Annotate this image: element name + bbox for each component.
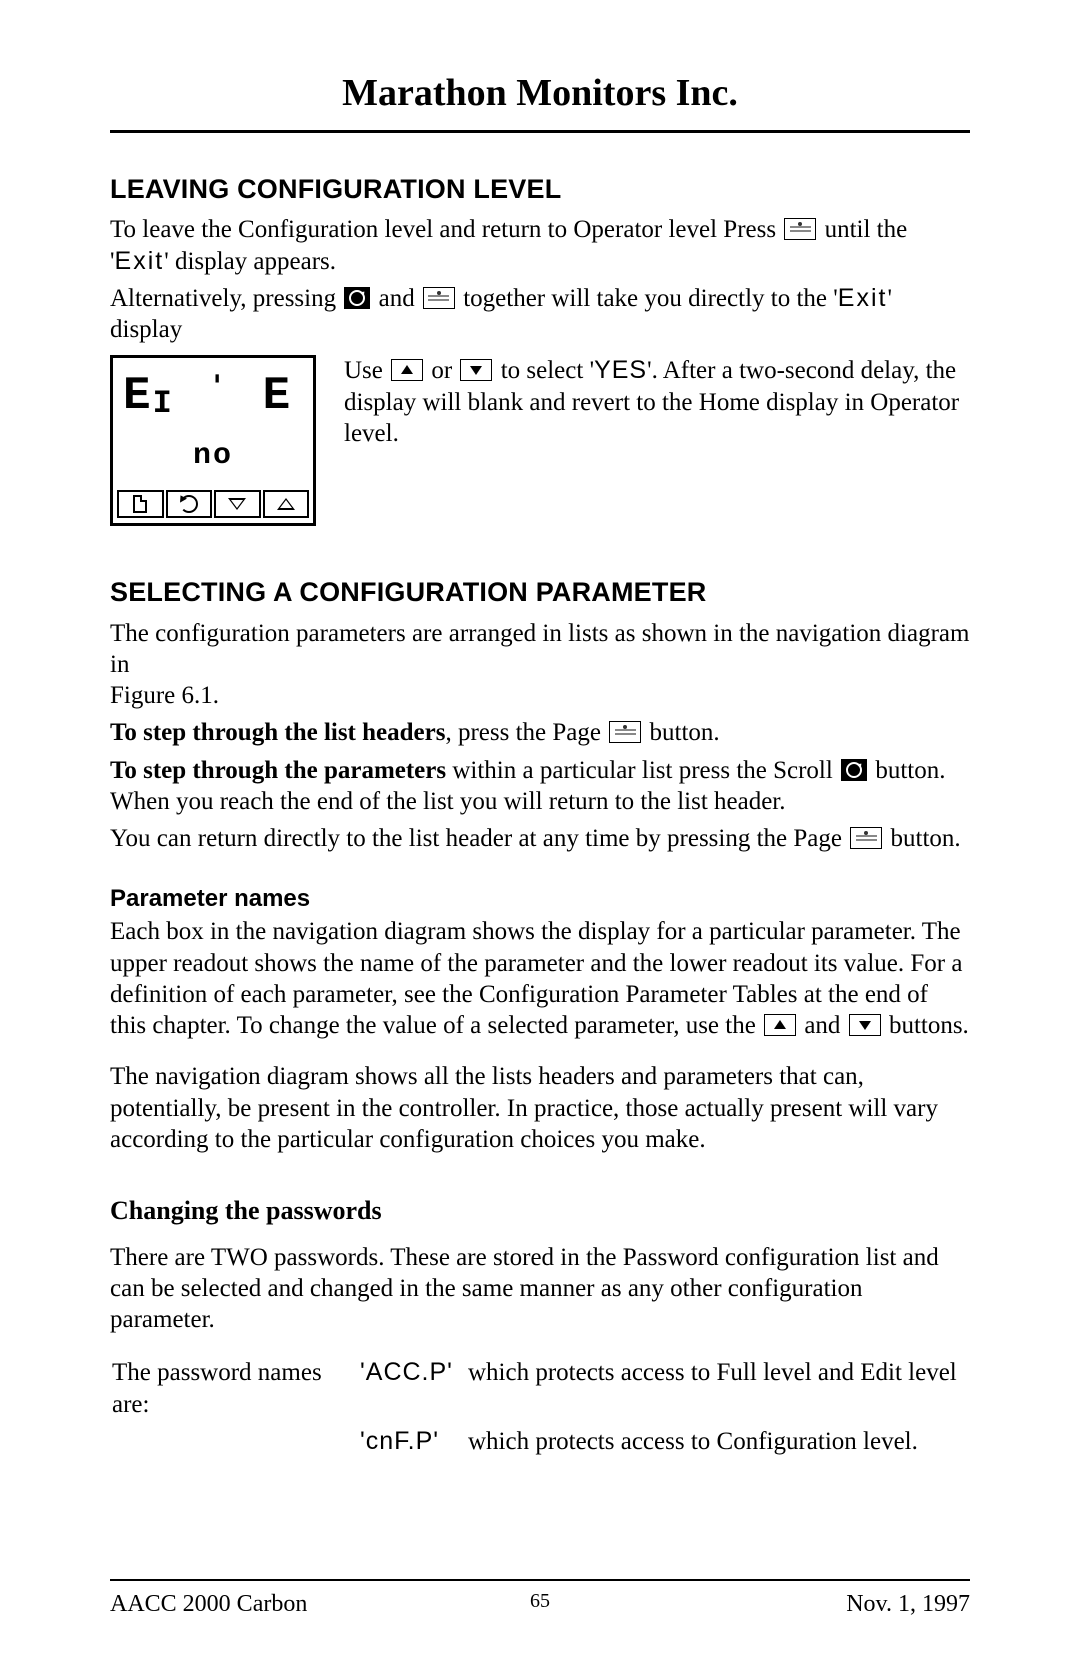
pw-name-cell: 'cnF.P' (360, 1426, 466, 1461)
footer-row: AACC 2000 Carbon 65 Nov. 1, 1997 (110, 1589, 970, 1619)
text: Alternatively, pressing (110, 285, 342, 312)
scroll-button-icon (841, 759, 867, 781)
page-footer: AACC 2000 Carbon 65 Nov. 1, 1997 (110, 1579, 970, 1619)
yes-literal: YES (594, 356, 647, 384)
up-button-icon (391, 359, 423, 381)
sec3-para2: The navigation diagram shows all the lis… (110, 1061, 970, 1155)
sec2-para3: To step through the parameters within a … (110, 755, 970, 818)
text: ' display appears. (164, 248, 336, 275)
section-heading-selecting: SELECTING A CONFIGURATION PARAMETER (110, 576, 970, 610)
exit-literal: Exit (838, 284, 888, 312)
lcd-main-readout: EI ˈ E (113, 358, 313, 428)
device-page-icon (117, 490, 164, 518)
down-button-icon (460, 359, 492, 381)
scroll-button-icon (344, 287, 370, 309)
document-page: Marathon Monitors Inc. LEAVING CONFIGURA… (0, 0, 1080, 1669)
text: and (379, 285, 421, 312)
text: together will take you directly to the ' (463, 285, 838, 312)
subheading-passwords: Changing the passwords (110, 1195, 970, 1228)
text: and (804, 1012, 846, 1039)
text: to select ' (501, 357, 594, 384)
table-row: 'cnF.P' which protects access to Configu… (112, 1426, 963, 1461)
text: button. (650, 719, 720, 746)
text: , press the Page (445, 719, 607, 746)
device-up-icon (263, 490, 310, 518)
pw-name-cell: 'ACC.P' (360, 1357, 466, 1424)
password-table: The password names are: 'ACC.P' which pr… (110, 1355, 965, 1463)
device-button-row (113, 490, 313, 523)
page-button-icon (423, 287, 455, 309)
footer-left: AACC 2000 Carbon (110, 1589, 500, 1619)
sec2-para4: You can return directly to the list head… (110, 823, 970, 854)
sec4-para1: There are TWO passwords. These are store… (110, 1242, 970, 1336)
top-rule (110, 130, 970, 133)
text: Figure 6.1. (110, 682, 219, 709)
up-button-icon (764, 1014, 796, 1036)
sec2-para2: To step through the list headers, press … (110, 717, 970, 748)
text: The configuration parameters are arrange… (110, 620, 969, 678)
text: You can return directly to the list head… (110, 825, 848, 852)
bold-text: To step through the list headers (110, 719, 445, 746)
page-button-icon (850, 827, 882, 849)
page-button-icon (784, 218, 816, 240)
device-down-icon (214, 490, 261, 518)
table-row: The password names are: 'ACC.P' which pr… (112, 1357, 963, 1424)
subheading-parameter-names: Parameter names (110, 884, 970, 914)
text: buttons. (889, 1012, 969, 1039)
bold-text: To step through the parameters (110, 757, 446, 784)
pw-intro-cell: The password names are: (112, 1357, 358, 1424)
text: or (431, 357, 458, 384)
footer-page-number: 65 (500, 1589, 580, 1619)
device-plus-text: EI ˈ E no Use or to select 'YES'. After … (110, 351, 970, 536)
sec2-para1: The configuration parameters are arrange… (110, 618, 970, 712)
text: button. (891, 825, 961, 852)
page-button-icon (609, 721, 641, 743)
device-scroll-icon (166, 490, 213, 518)
text: To leave the Configuration level and ret… (110, 216, 782, 243)
lcd-sub-readout: no (113, 428, 313, 490)
sec1-para1: To leave the Configuration level and ret… (110, 214, 970, 277)
sec3-para1: Each box in the navigation diagram shows… (110, 916, 970, 1041)
footer-right: Nov. 1, 1997 (580, 1589, 970, 1619)
exit-literal: Exit (115, 247, 165, 275)
text: within a particular list press the Scrol… (446, 757, 839, 784)
pw-desc-cell: which protects access to Configuration l… (468, 1426, 963, 1461)
sec1-para2: Alternatively, pressing and together wil… (110, 283, 970, 346)
text: Use (344, 357, 389, 384)
company-title: Marathon Monitors Inc. (110, 70, 970, 118)
section-heading-leaving: LEAVING CONFIGURATION LEVEL (110, 173, 970, 207)
down-button-icon (849, 1014, 881, 1036)
pw-desc-cell: which protects access to Full level and … (468, 1357, 963, 1424)
bottom-rule (110, 1579, 970, 1581)
lcd-device: EI ˈ E no (110, 355, 316, 526)
